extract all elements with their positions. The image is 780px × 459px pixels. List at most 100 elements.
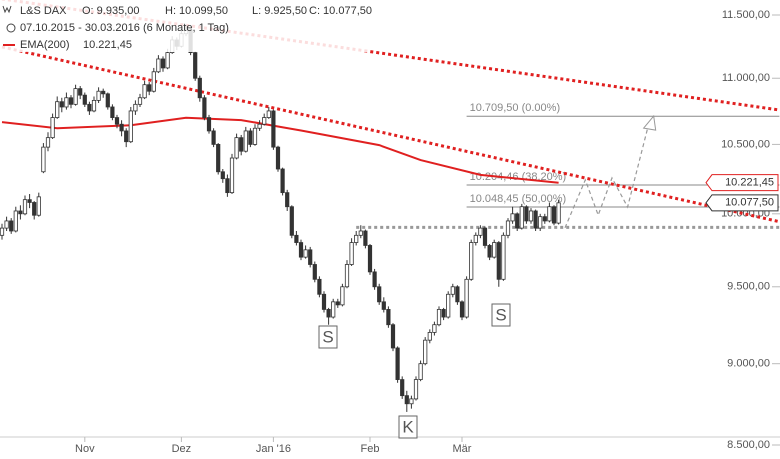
pattern-label: K bbox=[402, 417, 414, 436]
pattern-box bbox=[398, 415, 418, 439]
x-tick-label: Feb bbox=[361, 443, 380, 455]
candle-body bbox=[446, 293, 451, 318]
pattern-box bbox=[318, 325, 338, 349]
projection bbox=[564, 119, 651, 229]
candle-body bbox=[22, 199, 28, 215]
candle-body bbox=[473, 234, 478, 243]
candle-body bbox=[193, 52, 198, 79]
candle-body bbox=[13, 210, 18, 232]
ema-legend: EMA(200) bbox=[20, 39, 70, 51]
candle-body bbox=[243, 130, 248, 152]
candle-body bbox=[538, 216, 543, 229]
candle-body bbox=[27, 199, 32, 203]
candle-body bbox=[515, 213, 520, 229]
candle-body bbox=[64, 97, 69, 108]
candle-body bbox=[271, 110, 276, 148]
candle-body bbox=[395, 347, 400, 380]
candle-body bbox=[96, 90, 101, 101]
candle-body bbox=[556, 202, 561, 224]
candle-body bbox=[492, 242, 497, 258]
candle-body bbox=[257, 123, 262, 129]
icon bbox=[6, 23, 16, 33]
candle-body bbox=[50, 117, 55, 139]
y-tick-label: 11.500,00 bbox=[722, 9, 770, 21]
icon bbox=[2, 5, 12, 14]
candle-body bbox=[133, 103, 138, 112]
candle-body bbox=[358, 230, 363, 236]
candle-body bbox=[68, 97, 74, 105]
candle-body bbox=[18, 210, 23, 215]
candle-body bbox=[202, 97, 207, 118]
candle-body bbox=[55, 101, 60, 118]
y-tick-label: 9.000,00 bbox=[727, 358, 770, 370]
candle-body bbox=[423, 339, 428, 365]
candle-body bbox=[326, 309, 331, 318]
candle-body bbox=[482, 227, 488, 246]
candle-body bbox=[59, 101, 64, 108]
ohlc-high: H: 10.099,50 bbox=[165, 5, 228, 17]
candle-body bbox=[542, 216, 547, 222]
candle-body bbox=[36, 196, 41, 216]
candle-body bbox=[455, 286, 460, 303]
candle-body bbox=[298, 242, 304, 258]
candle-body bbox=[528, 210, 534, 222]
candle-body bbox=[225, 178, 230, 194]
candle-body bbox=[285, 192, 290, 208]
candle-body bbox=[78, 88, 83, 96]
candle-body bbox=[510, 213, 515, 222]
candle-body bbox=[45, 137, 51, 148]
candle-body bbox=[114, 117, 120, 125]
candle-body bbox=[239, 137, 244, 152]
candle-body bbox=[151, 71, 156, 92]
candle-body bbox=[229, 157, 235, 194]
candle-body bbox=[289, 206, 294, 236]
candle-body bbox=[321, 293, 327, 310]
fib-label: 10.204,46 (38,20%) bbox=[470, 171, 567, 183]
candle-body bbox=[101, 90, 106, 95]
candle-body bbox=[82, 94, 87, 105]
candle-body bbox=[547, 206, 552, 222]
candle-body bbox=[160, 58, 166, 69]
fib-label: 10.048,45 (50,00%) bbox=[470, 193, 567, 205]
price-flag bbox=[705, 174, 779, 192]
candle-body bbox=[142, 84, 147, 99]
candle-body bbox=[266, 110, 271, 118]
candle-body bbox=[372, 271, 377, 288]
candle-body bbox=[496, 242, 501, 280]
candle-body bbox=[124, 130, 129, 143]
candle-body bbox=[197, 77, 202, 99]
x-tick-label: Dez bbox=[172, 443, 192, 455]
candle-body bbox=[73, 88, 78, 105]
y-tick-label: 9.500,00 bbox=[727, 281, 770, 293]
candle-body bbox=[404, 395, 409, 405]
candle-body bbox=[248, 130, 253, 145]
price-flag bbox=[705, 194, 779, 212]
candle-body bbox=[32, 202, 37, 216]
header: L&S DAX O: 9.935,00 H: 10.099,50 L: 9.92… bbox=[0, 0, 372, 52]
candle-body bbox=[280, 168, 285, 194]
candle-body bbox=[340, 286, 345, 306]
y-tick-label: 10.500,00 bbox=[721, 138, 770, 150]
ema-line bbox=[1, 116, 559, 184]
candle-body bbox=[128, 110, 133, 143]
trendline bbox=[1, 45, 780, 224]
candle-body bbox=[436, 309, 442, 326]
instrument: L&S DAX bbox=[20, 5, 67, 17]
candle-body bbox=[4, 220, 9, 229]
pattern-box bbox=[491, 303, 511, 327]
candle-body bbox=[478, 227, 483, 236]
candle-body bbox=[519, 206, 524, 229]
price-flag-label: 10.221,45 bbox=[725, 177, 774, 189]
candle-body bbox=[432, 324, 437, 333]
x-tick-label: Mär bbox=[453, 443, 472, 455]
candle-body bbox=[206, 117, 212, 132]
candle-body bbox=[363, 230, 368, 246]
candle-body bbox=[156, 58, 161, 73]
candle-body bbox=[344, 264, 350, 288]
candle-body bbox=[0, 227, 5, 236]
pattern-label: S bbox=[495, 305, 506, 324]
candle-body bbox=[165, 52, 170, 69]
ohlc-low: L: 9.925,50 bbox=[252, 5, 307, 17]
candle-body bbox=[400, 379, 405, 397]
